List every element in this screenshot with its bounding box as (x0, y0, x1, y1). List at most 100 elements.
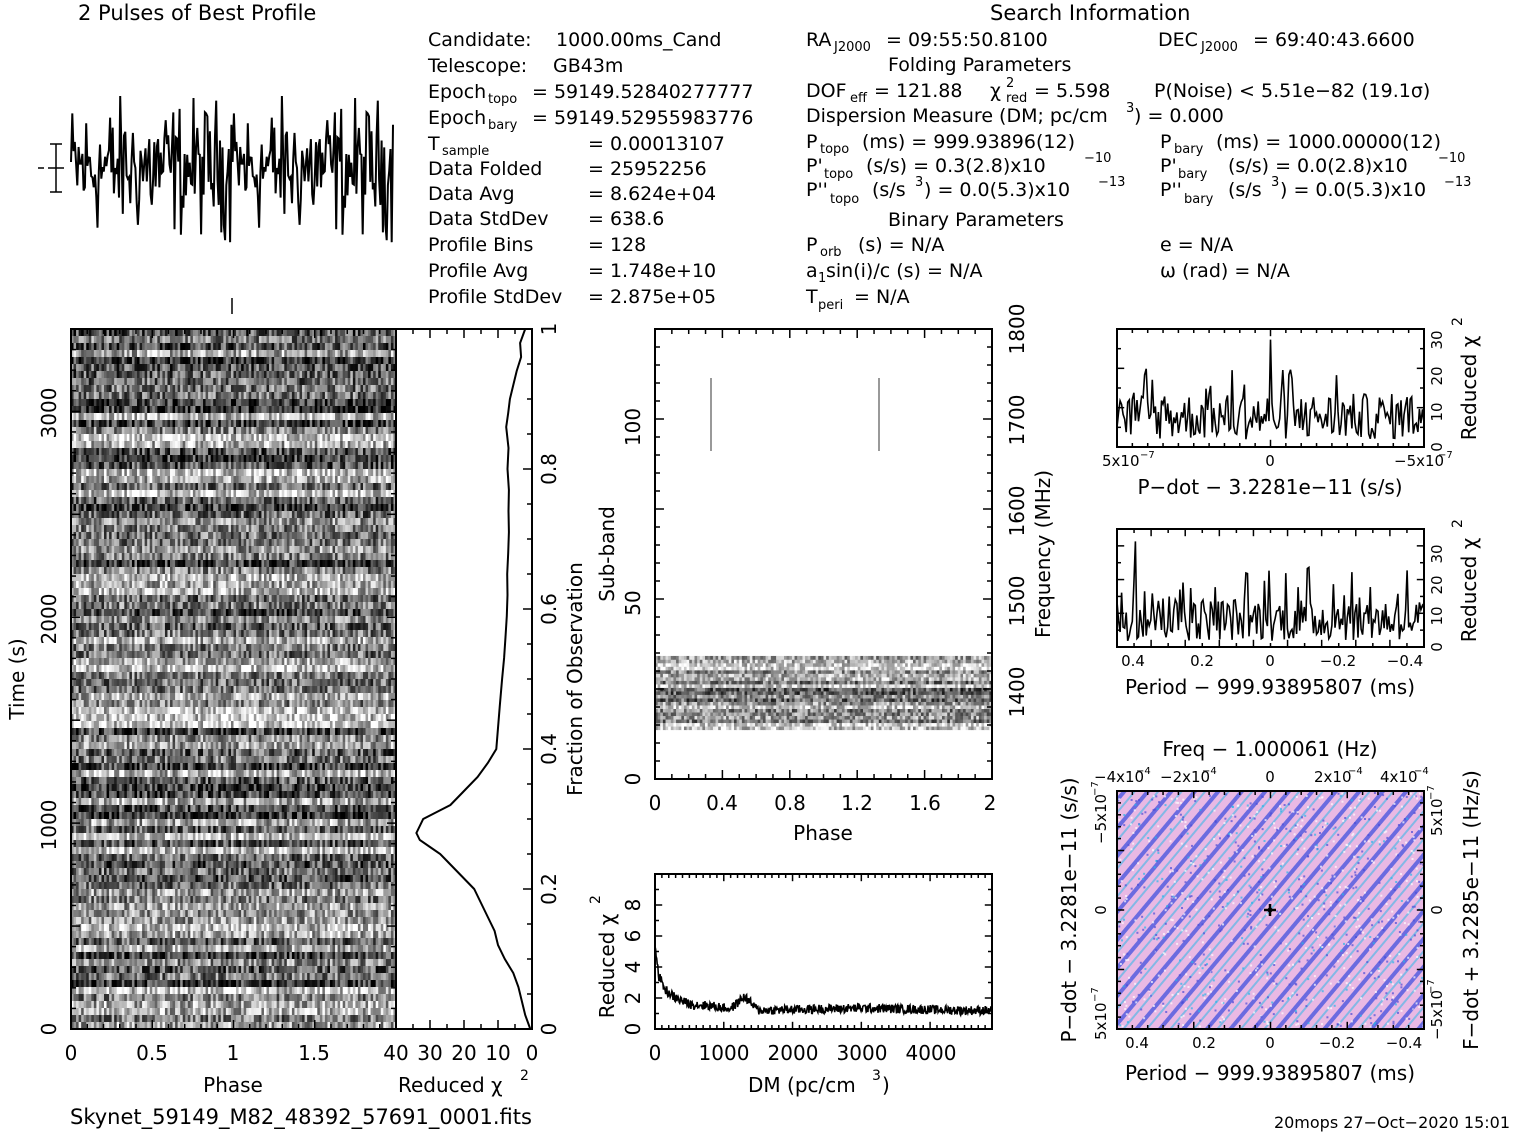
tp-cell (93, 399, 97, 407)
tp-cell (93, 434, 97, 442)
tp-cell (251, 343, 255, 351)
tp-cell (286, 588, 290, 596)
tp-cell (365, 378, 369, 386)
tp-cell (256, 441, 260, 449)
tp-cell (203, 399, 206, 407)
tp-cell (213, 490, 217, 498)
tp-cell (78, 532, 82, 540)
tp-cell (131, 427, 135, 435)
tp-cell (304, 511, 308, 519)
tp-cell (213, 371, 217, 379)
tp-cell (126, 427, 130, 435)
tp-cell (88, 420, 92, 428)
tp-cell (195, 413, 199, 421)
tp-cell (114, 539, 118, 547)
tp-cell (324, 357, 328, 365)
tp-cell (360, 511, 364, 519)
tp-cell (289, 364, 293, 372)
tp-cell (383, 350, 387, 358)
tp-cell (230, 581, 234, 589)
tp-cell (368, 364, 372, 372)
tp-cell (121, 539, 125, 547)
tp-cell (380, 413, 384, 421)
tp-cell (352, 539, 356, 547)
tp-cell (241, 364, 245, 372)
tp-cell (96, 343, 100, 351)
tp-cell (388, 420, 392, 428)
tp-cell (192, 553, 196, 561)
tp-cell (335, 413, 338, 421)
tp-cell (279, 539, 283, 547)
tp-cell (241, 455, 245, 463)
pddbary-value2: ) = 0.0(5.3)x10 (1280, 179, 1426, 201)
tp-cell (131, 595, 135, 603)
tp-cell (380, 525, 384, 533)
tp-cell (360, 483, 364, 491)
tp-cell (256, 462, 260, 470)
tp-cell (380, 490, 384, 498)
tp-cell (378, 560, 382, 568)
tp-cell (362, 469, 366, 477)
tp-cell (210, 413, 214, 421)
tp-cell (98, 336, 102, 344)
tp-cell (111, 413, 115, 421)
tp-cell (362, 546, 366, 554)
tp-cell (152, 497, 156, 505)
tp-cell (175, 336, 179, 344)
tp-cell (137, 434, 140, 442)
tp-cell (106, 336, 110, 344)
tp-cell (340, 511, 344, 519)
tp-cell (134, 343, 138, 351)
tp-cell (162, 574, 166, 582)
tp-cell (96, 434, 100, 442)
tp-cell (253, 567, 257, 575)
tp-cell (335, 525, 338, 533)
tp-cell (390, 448, 394, 456)
tp-cell (175, 399, 179, 407)
tp-cell (307, 385, 311, 393)
tp-cell (126, 399, 130, 407)
tp-cell (279, 336, 283, 344)
tp-cell (261, 448, 265, 456)
tp-cell (368, 357, 372, 365)
tp-cell (246, 427, 250, 435)
tp-cell (266, 560, 270, 568)
tp-cell (393, 336, 397, 344)
tp-cell (144, 343, 148, 351)
tp-cell (159, 476, 163, 484)
dec-label: DEC (1158, 29, 1198, 51)
tp-cell (106, 497, 110, 505)
tp-cell (114, 553, 118, 561)
tp-cell (116, 406, 120, 414)
tp-cell (365, 413, 369, 421)
tp-cell (205, 490, 209, 498)
tp-cell (98, 343, 102, 351)
tp-cell (309, 469, 313, 477)
tp-cell (345, 399, 349, 407)
tp-cell (380, 427, 384, 435)
tp-cell (365, 504, 369, 512)
tp-cell (276, 518, 280, 526)
tp-cell (256, 532, 260, 540)
tp-cell (350, 574, 354, 582)
tp-cell (370, 329, 374, 337)
tp-cell (210, 441, 214, 449)
tp-cell (368, 371, 372, 379)
tp-cell (101, 364, 105, 372)
tp-cell (124, 504, 128, 512)
tp-cell (266, 504, 270, 512)
tp-cell (304, 406, 308, 414)
tp-cell (281, 553, 285, 561)
tp-cell (228, 434, 232, 442)
tp-cell (342, 399, 346, 407)
tp-cell (256, 329, 260, 337)
tp-cell (215, 518, 219, 526)
tp-cell (360, 539, 364, 547)
tp-cell (390, 574, 394, 582)
tp-cell (78, 378, 82, 386)
tp-cell (172, 448, 176, 456)
tp-cell (238, 406, 242, 414)
tp-cell (126, 336, 130, 344)
tp-cell (78, 420, 82, 428)
tp-cell (380, 441, 384, 449)
